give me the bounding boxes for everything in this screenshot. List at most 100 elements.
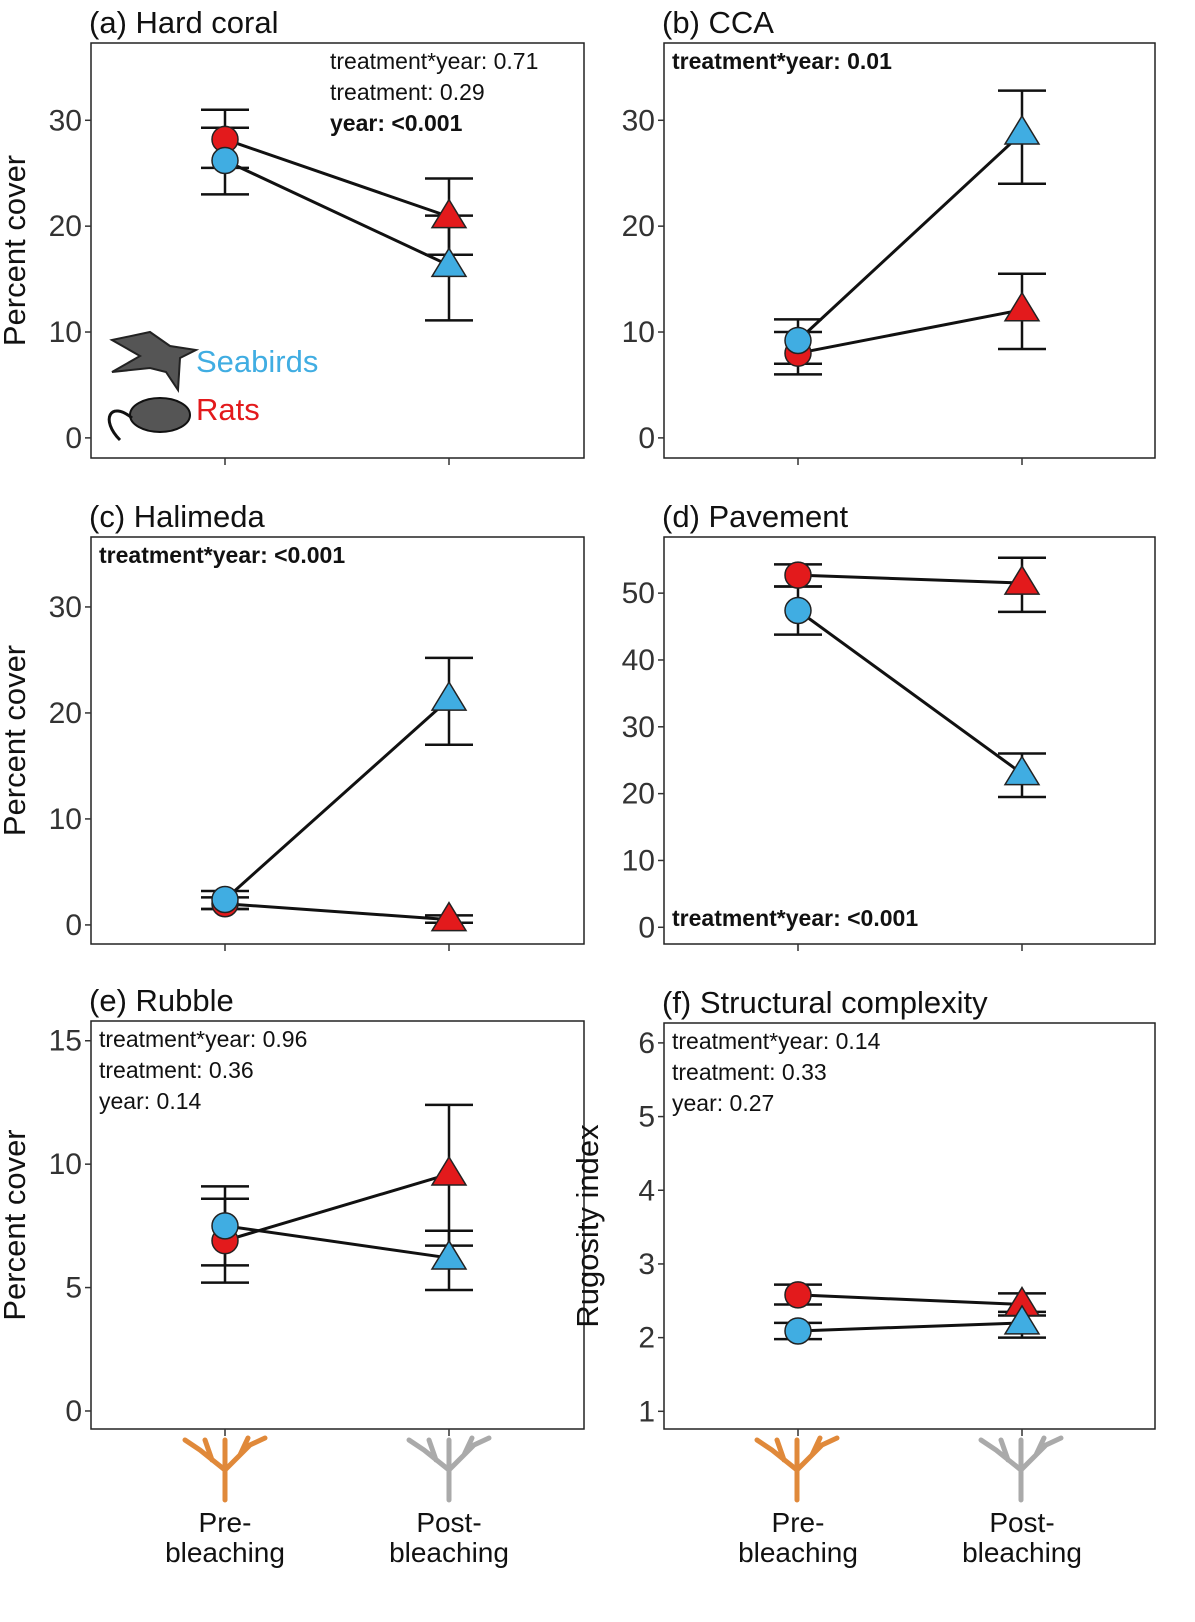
series-line <box>224 159 450 267</box>
y-tick-label: 20 <box>49 210 82 243</box>
annotation: treatment*year: 0.14 <box>672 1028 881 1054</box>
panel-title: (c) Halimeda <box>89 499 265 534</box>
y-tick-label: 30 <box>49 104 82 137</box>
plot-frame <box>90 536 585 945</box>
annotation: treatment*year: <0.001 <box>672 905 918 931</box>
y-tick-label: 10 <box>622 316 655 349</box>
y-axis-label: Percent cover <box>0 645 32 836</box>
y-tick-label: 3 <box>638 1248 655 1281</box>
coral-pre <box>182 1435 268 1503</box>
y-tick-label: 15 <box>49 1025 82 1058</box>
annotation: year: 0.14 <box>99 1088 201 1114</box>
panel-title: (f) Structural complexity <box>662 985 988 1020</box>
series-line <box>797 308 1023 355</box>
series-line <box>224 1224 450 1260</box>
point <box>430 1239 468 1270</box>
y-tick-label: 0 <box>65 422 82 455</box>
icons <box>107 330 1064 1503</box>
rat-icon <box>129 397 191 433</box>
series-line <box>796 131 1024 342</box>
series-line <box>224 698 450 901</box>
y-tick-label: 0 <box>65 909 82 942</box>
y-tick-label: 6 <box>638 1027 655 1060</box>
y-tick-label: 10 <box>49 803 82 836</box>
y-tick-label: 10 <box>622 844 655 877</box>
point <box>430 901 468 932</box>
point <box>430 246 468 278</box>
annotation: treatment*year: 0.71 <box>330 48 538 74</box>
legend-label: Seabirds <box>196 344 318 379</box>
y-tick-label: 40 <box>622 644 655 677</box>
annotation: treatment: 0.29 <box>330 79 485 105</box>
y-tick-label: 5 <box>65 1272 82 1305</box>
plot-frame <box>663 536 1156 945</box>
legend-label: Rats <box>196 392 260 427</box>
point <box>784 1317 812 1345</box>
panel-title: (d) Pavement <box>662 499 848 534</box>
series-line <box>797 1321 1023 1333</box>
point <box>211 146 239 175</box>
series-line <box>797 1293 1023 1306</box>
series-line <box>224 902 450 922</box>
plot-frame <box>90 42 585 459</box>
point <box>784 596 812 625</box>
series-line <box>224 137 450 219</box>
panel-title: (e) Rubble <box>89 983 234 1018</box>
point <box>784 561 812 589</box>
annotation: year: <0.001 <box>330 110 463 136</box>
y-tick-label: 0 <box>638 911 655 944</box>
point <box>1003 755 1041 786</box>
annotation: treatment: 0.33 <box>672 1059 827 1085</box>
y-tick-label: 1 <box>638 1395 655 1428</box>
point <box>1003 291 1041 322</box>
panel-title: (b) CCA <box>662 5 774 40</box>
point <box>1003 114 1041 145</box>
panel-title: (a) Hard coral <box>89 5 279 40</box>
y-tick-label: 50 <box>622 577 655 610</box>
y-axis-label: Rugosity index <box>570 1124 605 1328</box>
x-tick-label: Post-bleaching <box>962 1507 1082 1568</box>
point <box>430 198 468 229</box>
point <box>784 1281 812 1309</box>
y-tick-label: 30 <box>49 591 82 624</box>
point <box>211 1212 239 1240</box>
point <box>430 1155 468 1186</box>
y-axis-label: Percent cover <box>0 1129 32 1320</box>
annotation: treatment*year: <0.001 <box>99 542 345 568</box>
coral-post <box>406 1435 492 1503</box>
x-tick-label: Pre-bleaching <box>165 1507 285 1568</box>
annotation: treatment: 0.36 <box>99 1057 254 1083</box>
coral-post <box>978 1435 1064 1503</box>
series-line <box>797 573 1023 585</box>
coral-pre <box>754 1435 840 1503</box>
series-line <box>224 1172 450 1243</box>
y-tick-label: 0 <box>65 1395 82 1428</box>
plot-frame <box>90 1020 585 1430</box>
coral-icons <box>182 1435 1064 1503</box>
y-tick-label: 20 <box>622 210 655 243</box>
x-tick-label: Pre-bleaching <box>738 1507 858 1568</box>
annotation: treatment*year: 0.96 <box>99 1026 307 1052</box>
y-tick-label: 20 <box>49 697 82 730</box>
y-tick-label: 20 <box>622 778 655 811</box>
y-tick-label: 30 <box>622 711 655 744</box>
rat-tail <box>107 409 133 442</box>
plot-frame <box>663 42 1156 459</box>
y-tick-label: 5 <box>638 1101 655 1134</box>
y-tick-label: 30 <box>622 104 655 137</box>
annotation: treatment*year: 0.01 <box>672 48 892 74</box>
series-line <box>797 609 1023 775</box>
point <box>784 326 812 355</box>
y-tick-label: 2 <box>638 1322 655 1355</box>
y-tick-label: 10 <box>49 1148 82 1181</box>
point <box>211 885 239 914</box>
point <box>1003 1304 1041 1335</box>
y-tick-label: 10 <box>49 316 82 349</box>
bird-icon <box>109 330 200 394</box>
x-tick-label: Post-bleaching <box>389 1507 509 1568</box>
y-tick-label: 0 <box>638 422 655 455</box>
y-tick-label: 4 <box>638 1174 655 1207</box>
y-axis-label: Percent cover <box>0 155 32 346</box>
point <box>430 680 468 711</box>
